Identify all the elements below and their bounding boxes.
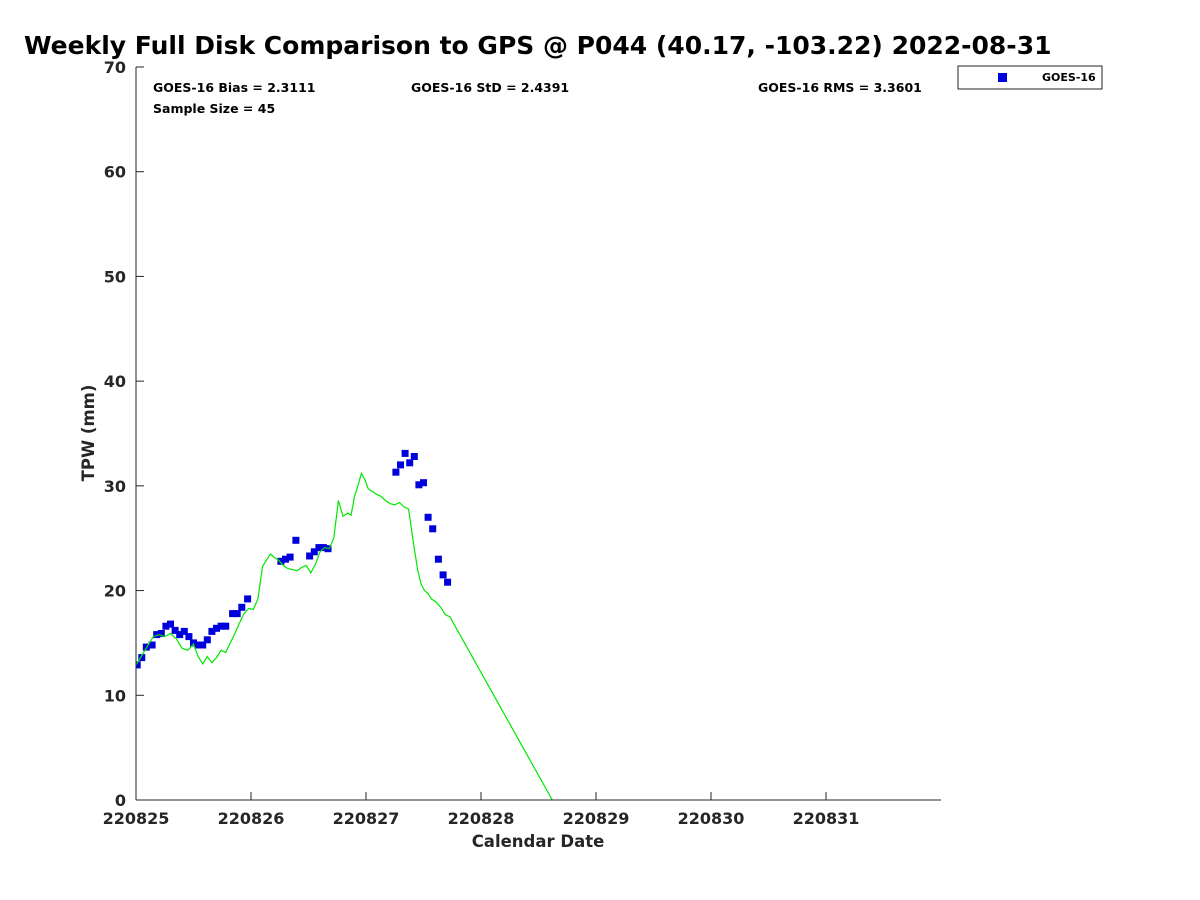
goes16-point	[136, 661, 141, 669]
x-ticks: 220825 220826 220827 220828 220829 220830 2208…	[103, 792, 860, 828]
y-tick-label: 70	[104, 58, 126, 77]
goes16-point	[315, 544, 323, 552]
goes16-point	[392, 468, 400, 476]
goes16-point	[397, 461, 404, 469]
goes16-point	[277, 557, 285, 565]
goes16-point	[148, 641, 156, 649]
legend: GOES-16	[957, 65, 1103, 90]
x-tick-label: 220830	[678, 809, 745, 828]
goes16-point	[203, 636, 211, 644]
legend-marker-goes16	[998, 73, 1007, 82]
goes16-point	[229, 610, 237, 618]
goes16-point	[194, 641, 202, 649]
goes16-point	[244, 595, 252, 603]
goes16-point	[185, 633, 193, 641]
goes16-point	[434, 555, 442, 563]
goes16-point	[415, 481, 423, 489]
bias-stat: GOES-16 Bias = 2.3111	[153, 80, 315, 95]
y-tick-label: 10	[104, 686, 126, 705]
goes16-point	[213, 624, 220, 632]
goes16-point	[171, 626, 179, 634]
rms-stat: GOES-16 RMS = 3.3601	[758, 80, 922, 95]
goes16-point	[310, 548, 318, 556]
goes16-point	[190, 639, 197, 647]
goes16-point	[208, 627, 216, 635]
y-axis-label: TPW (mm)	[79, 385, 98, 482]
goes16-point	[292, 536, 300, 544]
goes16-point	[306, 552, 314, 560]
goes16-point	[238, 603, 246, 611]
y-tick-label: 50	[104, 267, 126, 286]
x-tick-label: 220825	[103, 809, 170, 828]
goes16-point	[199, 641, 207, 649]
y-tick-label: 0	[115, 791, 126, 810]
stats-annotations: GOES-16 Bias = 2.3111 GOES-16 StD = 2.43…	[153, 80, 922, 116]
gps-reference-line	[136, 471, 553, 800]
goes16-point	[439, 571, 447, 579]
legend-box	[957, 65, 1103, 90]
goes16-point	[138, 654, 146, 662]
x-tick-label: 220831	[793, 809, 860, 828]
goes16-point	[153, 631, 161, 639]
goes16-point	[282, 555, 289, 563]
series-layer	[136, 449, 553, 800]
goes16-point	[424, 513, 432, 521]
axes	[135, 67, 941, 801]
plot-area: 0 10 20 30 40 50 60 70 220825 220826 220827 220828…	[103, 58, 941, 828]
goes16-point	[167, 620, 174, 628]
x-tick-label: 220828	[448, 809, 515, 828]
x-tick-label: 220827	[333, 809, 400, 828]
goes16-point	[157, 630, 165, 637]
goes16-point	[286, 553, 294, 561]
y-tick-label: 20	[104, 582, 126, 601]
goes16-point	[429, 525, 437, 533]
y-tick-label: 40	[104, 372, 126, 391]
chart-title: Weekly Full Disk Comparison to GPS @ P04…	[24, 31, 1051, 60]
legend-label-goes16: GOES-16	[1042, 71, 1096, 84]
goes16-point	[444, 578, 452, 586]
std-stat: GOES-16 StD = 2.4391	[411, 80, 569, 95]
y-tick-label: 30	[104, 477, 126, 496]
y-ticks: 0 10 20 30 40 50 60 70	[104, 58, 144, 810]
x-axis-label: Calendar Date	[472, 832, 605, 851]
goes16-point	[410, 453, 418, 460]
goes16-point	[401, 449, 409, 457]
goes16-point	[406, 459, 414, 467]
goes16-point	[162, 622, 170, 630]
x-tick-label: 220826	[218, 809, 285, 828]
goes16-point	[233, 610, 241, 618]
goes16-point	[176, 631, 184, 639]
x-tick-label: 220829	[563, 809, 630, 828]
goes16-point	[420, 479, 427, 487]
goes16-point	[319, 544, 327, 552]
goes16-point	[222, 622, 230, 630]
y-tick-label: 60	[104, 163, 126, 182]
goes16-point	[180, 627, 188, 635]
sample-size-stat: Sample Size = 45	[153, 101, 275, 116]
goes16-point	[217, 622, 225, 630]
